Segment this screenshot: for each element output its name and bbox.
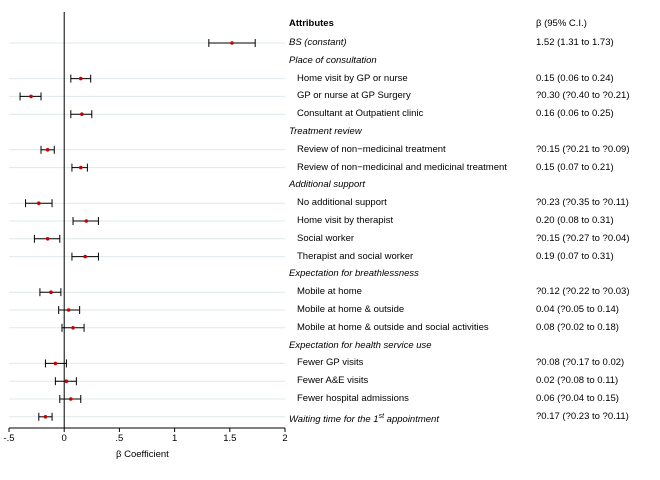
attribute-label-text: Home visit by GP or nurse bbox=[297, 72, 408, 84]
attribute-label-text: Social worker bbox=[297, 232, 355, 244]
attribute-label-text: Therapist and social worker bbox=[297, 250, 414, 262]
x-tick-label: .5 bbox=[115, 433, 124, 444]
attribute-label: Home visit by GP or nurse bbox=[297, 73, 408, 85]
attribute-label-text: Fewer GP visits bbox=[297, 357, 364, 369]
ci-value: 0.08 (?0.02 to 0.18) bbox=[536, 321, 619, 333]
attribute-label: BS (constant) bbox=[289, 37, 347, 49]
attribute-label-text: Fewer hospital admissions bbox=[297, 393, 409, 404]
attribute-label: Review of non−medicinal and medicinal tr… bbox=[297, 162, 507, 174]
attribute-label: No additional support bbox=[297, 197, 387, 209]
ci-value: 0.04 (?0.05 to 0.14) bbox=[536, 304, 619, 315]
attribute-label: Therapist and social worker bbox=[297, 251, 413, 263]
point-estimate bbox=[69, 397, 73, 401]
attribute-label: GP or nurse at GP Surgery bbox=[297, 90, 411, 102]
group-heading: Treatment review bbox=[289, 126, 362, 137]
attribute-label: Consultant at Outpatient clinic bbox=[297, 108, 423, 120]
x-tick-label: 2 bbox=[282, 433, 288, 444]
attribute-label-text: Mobile at home bbox=[297, 286, 362, 298]
attribute-label: Home visit by therapist bbox=[297, 215, 393, 227]
attributes-header: Attributes bbox=[289, 18, 334, 29]
ci-value: ?0.15 (?0.27 to ?0.04) bbox=[536, 232, 630, 244]
ci-value: 0.19 (0.07 to 0.31) bbox=[536, 250, 614, 262]
attribute-label: Mobile at home bbox=[297, 286, 362, 298]
ci-value: ?0.15 (?0.21 to ?0.09) bbox=[536, 143, 630, 155]
attribute-label-text: GP or nurse at GP Surgery bbox=[297, 90, 411, 102]
point-estimate bbox=[84, 219, 89, 223]
ci-value: ?0.08 (?0.17 to 0.02) bbox=[536, 357, 625, 369]
attribute-label-text: Fewer A&E visits bbox=[297, 375, 369, 387]
point-estimate bbox=[83, 254, 87, 259]
attribute-label-text: Waiting time for the 1 bbox=[289, 413, 379, 425]
ci-header: β (95% C.I.) bbox=[536, 18, 587, 29]
point-estimate bbox=[37, 201, 41, 205]
ci-value: 0.15 (0.07 to 0.21) bbox=[536, 161, 614, 173]
attribute-label: Review of non−medicinal treatment bbox=[297, 144, 446, 156]
point-estimate bbox=[45, 148, 50, 152]
ci-value: ?0.23 (?0.35 to ?0.11) bbox=[536, 197, 629, 209]
point-estimate bbox=[78, 165, 83, 170]
point-estimate bbox=[80, 112, 84, 116]
attribute-label: Social worker bbox=[297, 233, 354, 245]
point-estimate bbox=[230, 41, 234, 45]
x-tick-label: 1.5 bbox=[223, 433, 237, 444]
attribute-label-text: Home visit by therapist bbox=[297, 215, 394, 226]
attribute-label-text: BS (constant) bbox=[289, 37, 347, 48]
group-heading: Expectation for breathlessness bbox=[289, 268, 419, 280]
attribute-label-text: Mobile at home & outside bbox=[297, 304, 405, 315]
ci-value: ?0.30 (?0.40 to ?0.21) bbox=[536, 90, 630, 102]
point-estimate bbox=[45, 237, 50, 241]
x-tick-label: -.5 bbox=[3, 433, 15, 444]
attribute-label: Waiting time for the 1st appointment bbox=[289, 411, 439, 426]
attribute-label: Fewer GP visits bbox=[297, 357, 363, 369]
attribute-label-text: Review of non−medicinal and medicinal tr… bbox=[297, 161, 507, 173]
ci-value: ?0.17 (?0.23 to ?0.11) bbox=[536, 410, 629, 422]
point-estimate bbox=[71, 326, 75, 330]
ci-value: 0.02 (?0.08 to 0.11) bbox=[536, 375, 619, 387]
attribute-label: Mobile at home & outside bbox=[297, 304, 404, 316]
point-estimate bbox=[53, 361, 58, 366]
ci-value: ?0.12 (?0.22 to ?0.03) bbox=[536, 286, 630, 298]
attribute-label: Mobile at home & outside and social acti… bbox=[297, 322, 489, 334]
attribute-label-superscript: st bbox=[378, 412, 385, 420]
group-heading: Expectation for health service use bbox=[289, 339, 432, 351]
ci-value: 0.15 (0.06 to 0.24) bbox=[536, 72, 614, 84]
point-estimate bbox=[66, 308, 71, 312]
ci-value: 1.52 (1.31 to 1.73) bbox=[536, 37, 614, 48]
point-estimate bbox=[49, 290, 53, 295]
point-estimate bbox=[29, 94, 33, 99]
point-estimate bbox=[43, 415, 48, 419]
x-axis-label: β Coefficient bbox=[116, 449, 169, 460]
ci-value: 0.06 (?0.04 to 0.15) bbox=[536, 393, 619, 404]
attribute-label-tail: appointment bbox=[384, 413, 439, 425]
x-tick-label: 0 bbox=[61, 433, 67, 444]
attribute-label: Fewer A&E visits bbox=[297, 375, 368, 387]
group-heading: Place of consultation bbox=[289, 54, 377, 66]
x-tick-label: 1 bbox=[171, 433, 178, 444]
attribute-label-text: No additional support bbox=[297, 197, 387, 209]
ci-value: 0.16 (0.06 to 0.25) bbox=[536, 108, 614, 120]
point-estimate bbox=[78, 76, 83, 81]
group-heading: Additional support bbox=[289, 179, 366, 191]
attribute-label-text: Review of non−medicinal treatment bbox=[297, 143, 446, 155]
ci-value: 0.20 (0.08 to 0.31) bbox=[536, 215, 614, 226]
attribute-label-text: Consultant at Outpatient clinic bbox=[297, 108, 424, 120]
attribute-label-text: Mobile at home & outside and social acti… bbox=[297, 321, 489, 333]
point-estimate bbox=[64, 379, 69, 384]
attribute-label: Fewer hospital admissions bbox=[297, 393, 409, 405]
